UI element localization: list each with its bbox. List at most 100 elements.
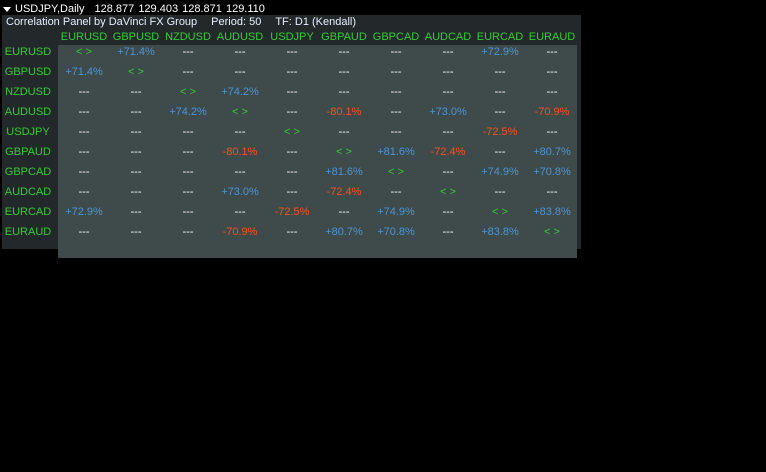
correlation-cell: --- (546, 186, 558, 198)
correlation-cell: < > (128, 66, 144, 78)
chart-menu-triangle-icon[interactable] (3, 6, 11, 12)
correlation-cell: --- (286, 86, 298, 98)
panel-period: Period: 50 (211, 16, 262, 28)
correlation-cell: < > (232, 106, 248, 118)
correlation-cell: --- (182, 206, 194, 218)
panel-timeframe: TF: D1 (Kendall) (275, 16, 357, 28)
correlation-cell: --- (338, 86, 350, 98)
column-header-euraud: EURAUD (528, 31, 576, 43)
correlation-cell: --- (130, 226, 142, 238)
correlation-cell: --- (338, 66, 350, 78)
correlation-cell: --- (546, 126, 558, 138)
correlation-cell: +70.8% (377, 226, 415, 238)
correlation-cell: --- (442, 46, 454, 58)
correlation-cell: -72.4% (430, 146, 466, 158)
correlation-cell: --- (442, 206, 454, 218)
correlation-cell: --- (130, 146, 142, 158)
column-header-eurcad: EURCAD (476, 31, 524, 43)
correlation-cell: +73.0% (221, 186, 259, 198)
correlation-cell: --- (442, 166, 454, 178)
correlation-cell: --- (286, 106, 298, 118)
correlation-cell: +71.4% (65, 66, 103, 78)
correlation-cell: --- (78, 106, 90, 118)
correlation-cell: --- (442, 126, 454, 138)
correlation-cell: --- (390, 46, 402, 58)
correlation-cell: --- (390, 126, 402, 138)
correlation-cell: +72.9% (481, 46, 519, 58)
column-header-usdjpy: USDJPY (270, 31, 314, 43)
correlation-cell: --- (234, 126, 246, 138)
correlation-cell: -70.9% (534, 106, 570, 118)
correlation-cell: --- (546, 86, 558, 98)
correlation-cell: --- (442, 66, 454, 78)
correlation-cell: -80.1% (222, 146, 258, 158)
row-header-eurusd: EURUSD (4, 46, 52, 58)
correlation-cell: --- (286, 146, 298, 158)
correlation-cell: --- (78, 126, 90, 138)
correlation-cell: < > (544, 226, 560, 238)
correlation-cell: --- (130, 186, 142, 198)
correlation-cell: --- (546, 66, 558, 78)
correlation-cell: < > (76, 46, 92, 58)
correlation-cell: --- (130, 166, 142, 178)
column-header-gbpusd: GBPUSD (112, 31, 160, 43)
correlation-cell: +72.9% (65, 206, 103, 218)
correlation-cell: --- (182, 166, 194, 178)
correlation-cell: --- (78, 86, 90, 98)
correlation-cell: --- (182, 226, 194, 238)
row-header-gbpaud: GBPAUD (5, 146, 51, 158)
row-header-audusd: AUDUSD (4, 106, 52, 118)
correlation-cell: --- (390, 66, 402, 78)
correlation-cell: --- (390, 186, 402, 198)
correlation-cell: --- (338, 126, 350, 138)
correlation-cell: --- (286, 66, 298, 78)
chart-header: USDJPY,Daily 128.877 129.403 128.871 129… (3, 2, 265, 15)
correlation-cell: --- (494, 146, 506, 158)
correlation-cell: +83.8% (481, 226, 519, 238)
correlation-cell: --- (286, 226, 298, 238)
correlation-cell: --- (390, 106, 402, 118)
correlation-cell: --- (78, 226, 90, 238)
row-header-gbpcad: GBPCAD (4, 166, 52, 178)
correlation-cell: +80.7% (325, 226, 363, 238)
correlation-cell: --- (234, 206, 246, 218)
correlation-cell: +71.4% (117, 46, 155, 58)
column-header-audcad: AUDCAD (424, 31, 472, 43)
row-header-usdjpy: USDJPY (6, 126, 50, 138)
correlation-cell: +83.8% (533, 206, 571, 218)
row-header-eurcad: EURCAD (4, 206, 52, 218)
row-header-audcad: AUDCAD (4, 186, 52, 198)
correlation-cell: -72.4% (326, 186, 362, 198)
correlation-cell: --- (234, 46, 246, 58)
correlation-cell: --- (494, 66, 506, 78)
correlation-cell: --- (286, 166, 298, 178)
correlation-cell: -70.9% (222, 226, 258, 238)
row-header-nzdusd: NZDUSD (5, 86, 51, 98)
correlation-cell: --- (130, 106, 142, 118)
correlation-cell: --- (494, 86, 506, 98)
correlation-cell: --- (442, 86, 454, 98)
correlation-cell: --- (182, 146, 194, 158)
correlation-cell: +74.9% (481, 166, 519, 178)
correlation-cell: --- (494, 186, 506, 198)
correlation-cell: < > (440, 186, 456, 198)
correlation-cell: < > (180, 86, 196, 98)
panel-title: Correlation Panel by DaVinci FX Group (6, 16, 198, 28)
chart-ohlc-prices: 128.877 129.403 128.871 129.110 (94, 2, 265, 15)
correlation-panel: Correlation Panel by DaVinci FX Group Pe… (2, 15, 581, 258)
correlation-cell: +74.9% (377, 206, 415, 218)
correlation-cell: --- (78, 186, 90, 198)
correlation-cell: +74.2% (169, 106, 207, 118)
correlation-cell: --- (182, 186, 194, 198)
correlation-cell: --- (338, 206, 350, 218)
correlation-cell: --- (286, 186, 298, 198)
correlation-cell: --- (234, 66, 246, 78)
correlation-cell: --- (494, 106, 506, 118)
correlation-cell: --- (78, 146, 90, 158)
correlation-cell: --- (130, 206, 142, 218)
correlation-cell: --- (390, 86, 402, 98)
column-header-gbpcad: GBPCAD (372, 31, 420, 43)
correlation-cell: --- (78, 166, 90, 178)
correlation-cell: < > (492, 206, 508, 218)
correlation-grid-background (58, 45, 577, 258)
